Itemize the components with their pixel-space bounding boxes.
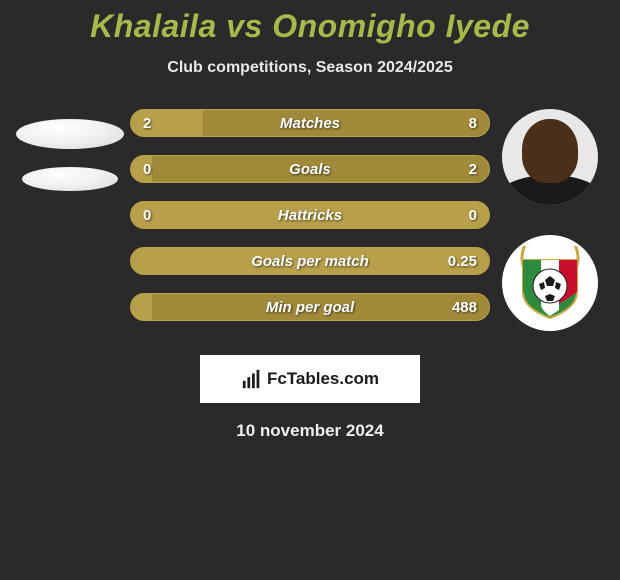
comparison-content: 2 Matches 8 0 Goals 2 0 Hattricks 0	[0, 109, 620, 331]
stat-right-value: 0	[469, 207, 477, 224]
stats-bars: 2 Matches 8 0 Goals 2 0 Hattricks 0	[130, 109, 490, 331]
stat-fill	[131, 294, 152, 320]
stat-right-value: 2	[469, 161, 477, 178]
stat-right-value: 8	[469, 115, 477, 132]
stat-fill	[131, 110, 203, 136]
stat-right-value: 488	[452, 299, 477, 316]
crest-left-placeholder	[22, 167, 118, 191]
bars-icon	[241, 368, 263, 390]
stat-label: Matches	[280, 115, 340, 132]
stat-left-value: 0	[143, 207, 151, 224]
date-text: 10 november 2024	[0, 421, 620, 441]
stat-label: Goals per match	[251, 253, 369, 270]
stat-label: Goals	[289, 161, 331, 178]
stat-bar-matches: 2 Matches 8	[130, 109, 490, 137]
subtitle: Club competitions, Season 2024/2025	[0, 59, 620, 77]
stat-bar-goals: 0 Goals 2	[130, 155, 490, 183]
stat-left-value: 0	[143, 161, 151, 178]
player-right-avatar	[502, 109, 598, 205]
player-left-column	[10, 109, 130, 331]
branding-badge: FcTables.com	[200, 355, 420, 403]
club-right-crest	[502, 235, 598, 331]
branding-text: FcTables.com	[267, 369, 379, 389]
player-left-placeholder	[16, 119, 124, 149]
player-right-column	[490, 109, 610, 331]
stat-bar-goals-per-match: Goals per match 0.25	[130, 247, 490, 275]
stat-bar-min-per-goal: Min per goal 488	[130, 293, 490, 321]
shield-icon	[517, 246, 583, 320]
stat-right-value: 0.25	[448, 253, 477, 270]
page-title: Khalaila vs Onomigho Iyede	[0, 8, 620, 45]
stat-label: Min per goal	[266, 299, 354, 316]
stat-bar-hattricks: 0 Hattricks 0	[130, 201, 490, 229]
stat-label: Hattricks	[278, 207, 342, 224]
stat-left-value: 2	[143, 115, 151, 132]
